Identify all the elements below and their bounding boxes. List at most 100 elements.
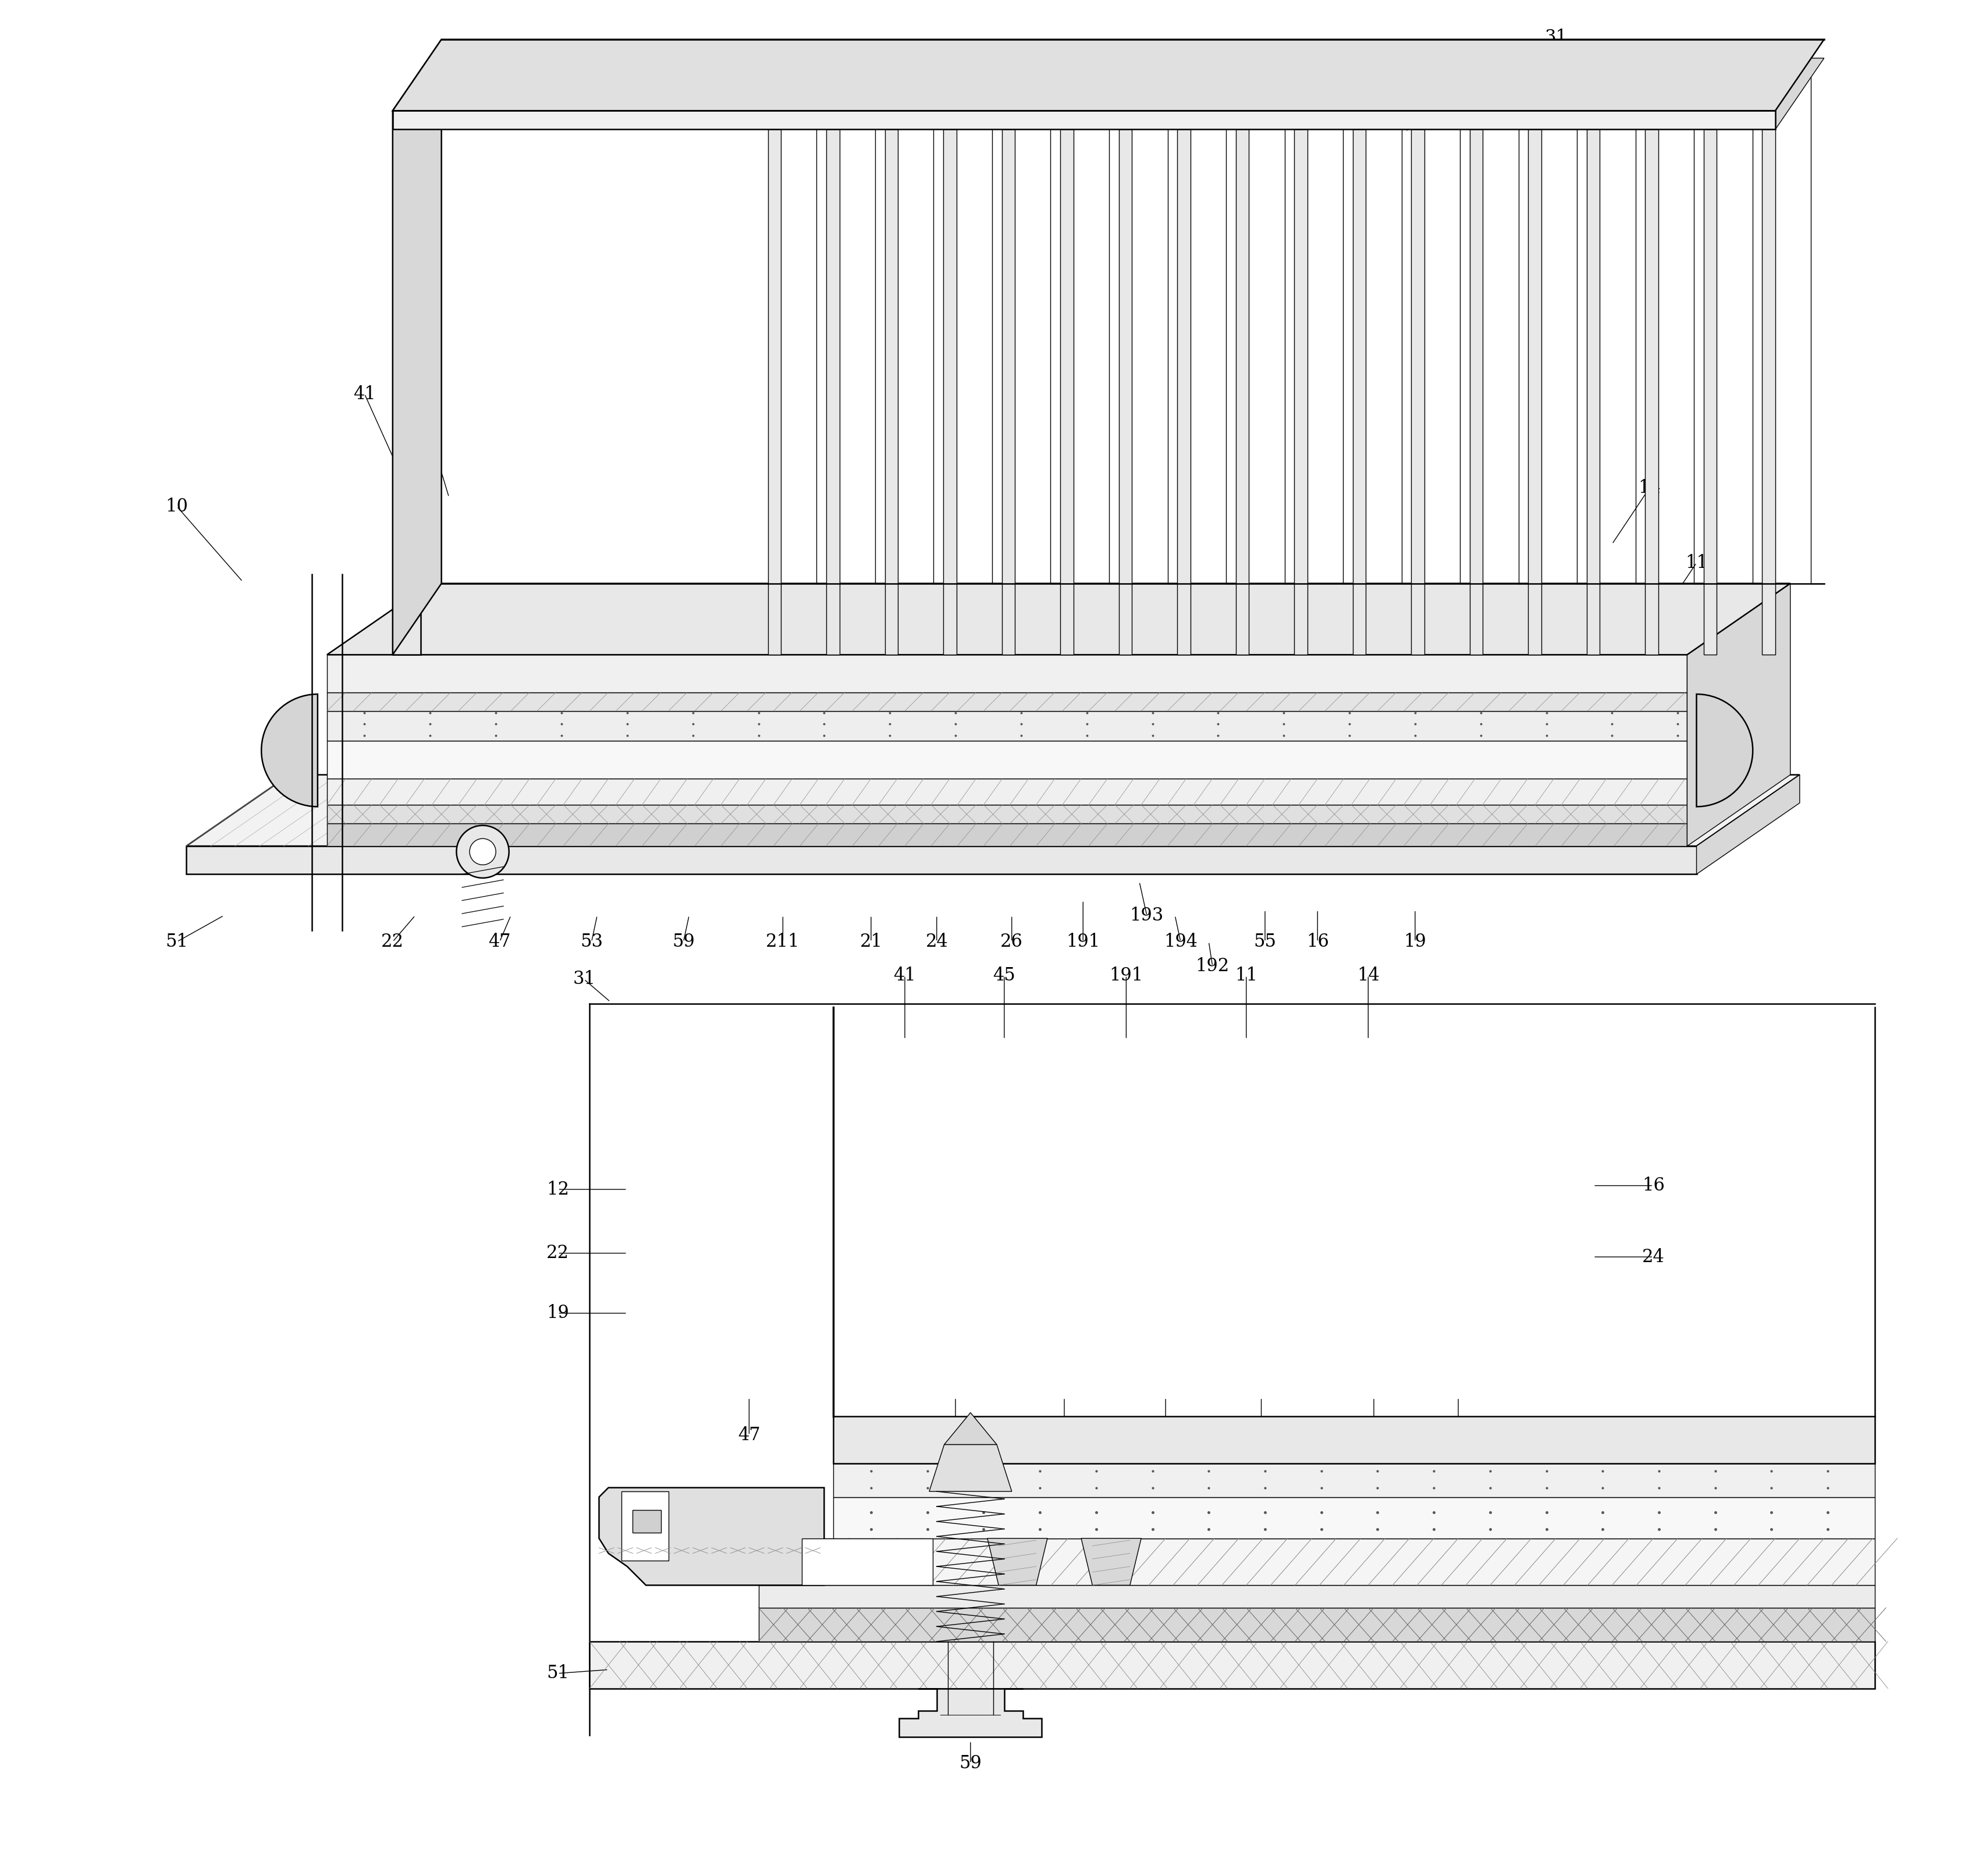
Text: 194: 194	[1047, 1426, 1080, 1445]
Text: 21: 21	[1448, 1426, 1470, 1445]
Circle shape	[457, 825, 508, 878]
Text: 59: 59	[959, 1754, 981, 1773]
Text: 32: 32	[1460, 69, 1484, 88]
Text: 11: 11	[1686, 553, 1708, 572]
Polygon shape	[1527, 129, 1541, 655]
Polygon shape	[1704, 129, 1716, 655]
Polygon shape	[1470, 129, 1484, 655]
Text: 51: 51	[165, 932, 189, 951]
Polygon shape	[600, 1488, 824, 1585]
Polygon shape	[1696, 775, 1799, 874]
Polygon shape	[1762, 58, 1823, 129]
Polygon shape	[929, 1445, 1011, 1491]
Text: 14: 14	[1356, 966, 1380, 985]
Bar	[634, 1510, 661, 1533]
Polygon shape	[769, 58, 830, 129]
Polygon shape	[328, 824, 1688, 846]
Text: 191: 191	[1110, 966, 1144, 985]
Polygon shape	[393, 39, 1823, 111]
Text: 16: 16	[1307, 932, 1329, 951]
Polygon shape	[1178, 58, 1239, 129]
Text: 11: 11	[1235, 966, 1257, 985]
Polygon shape	[187, 775, 1799, 846]
Bar	[590, 1642, 1875, 1688]
Polygon shape	[826, 129, 840, 655]
Text: 12: 12	[1545, 685, 1567, 704]
Bar	[759, 1585, 1875, 1608]
Text: 12: 12	[546, 1180, 570, 1199]
Bar	[759, 1608, 1875, 1642]
Text: 45: 45	[993, 966, 1015, 985]
Text: 45: 45	[419, 426, 441, 445]
Polygon shape	[1587, 58, 1648, 129]
Polygon shape	[1295, 58, 1356, 129]
Text: 194: 194	[1164, 932, 1198, 951]
Polygon shape	[1235, 58, 1297, 129]
Polygon shape	[1001, 129, 1015, 655]
Polygon shape	[1412, 129, 1424, 655]
Polygon shape	[187, 846, 1696, 874]
Polygon shape	[1295, 129, 1307, 655]
Circle shape	[469, 839, 496, 865]
Polygon shape	[1080, 1538, 1142, 1585]
Polygon shape	[943, 129, 957, 655]
Bar	[622, 1491, 669, 1561]
Polygon shape	[262, 694, 318, 807]
Polygon shape	[1696, 694, 1754, 807]
Polygon shape	[943, 1413, 997, 1445]
Polygon shape	[1352, 129, 1366, 655]
Text: 193: 193	[1130, 906, 1164, 925]
Text: 16: 16	[1642, 1176, 1664, 1195]
Polygon shape	[769, 129, 780, 655]
Text: 31: 31	[1545, 28, 1567, 47]
Polygon shape	[987, 1538, 1047, 1585]
Polygon shape	[1061, 129, 1074, 655]
Text: 41: 41	[1648, 760, 1670, 779]
Text: 22: 22	[546, 1244, 570, 1263]
Text: 47: 47	[739, 1426, 761, 1445]
Text: 193: 193	[1148, 1426, 1182, 1445]
Polygon shape	[1061, 58, 1122, 129]
Polygon shape	[1118, 129, 1132, 655]
Text: 31: 31	[572, 970, 596, 989]
Bar	[759, 1538, 1875, 1585]
Polygon shape	[943, 58, 1005, 129]
Text: 41: 41	[354, 385, 375, 403]
Text: 19: 19	[546, 1304, 570, 1323]
Polygon shape	[393, 129, 421, 655]
Polygon shape	[886, 58, 947, 129]
Bar	[834, 1497, 1875, 1538]
Bar	[834, 1463, 1875, 1497]
Polygon shape	[1412, 58, 1474, 129]
Polygon shape	[1527, 58, 1591, 129]
Text: 211: 211	[939, 1426, 973, 1445]
Polygon shape	[1470, 58, 1531, 129]
Text: 21: 21	[860, 932, 882, 951]
Polygon shape	[1235, 129, 1249, 655]
Text: 41: 41	[894, 966, 916, 985]
Polygon shape	[328, 583, 1789, 655]
Text: 19: 19	[1404, 932, 1426, 951]
Text: 14: 14	[1638, 478, 1660, 497]
Text: 53: 53	[580, 932, 604, 951]
Text: 191: 191	[1066, 932, 1100, 951]
Polygon shape	[1762, 129, 1775, 655]
Polygon shape	[1178, 129, 1190, 655]
Polygon shape	[1352, 58, 1414, 129]
Text: ~: ~	[810, 1557, 820, 1566]
Polygon shape	[328, 655, 1688, 692]
Polygon shape	[1688, 583, 1789, 846]
Text: 24: 24	[1642, 1248, 1664, 1266]
Text: 47: 47	[489, 932, 510, 951]
Polygon shape	[1644, 58, 1708, 129]
Text: 59: 59	[671, 932, 695, 951]
Text: 192: 192	[1245, 1426, 1279, 1445]
Text: 22: 22	[381, 932, 403, 951]
Polygon shape	[900, 1688, 1043, 1737]
Text: 26: 26	[1001, 932, 1023, 951]
Bar	[802, 1538, 933, 1585]
Polygon shape	[1587, 129, 1601, 655]
Polygon shape	[826, 58, 888, 129]
Bar	[834, 1416, 1875, 1463]
Polygon shape	[1118, 58, 1182, 129]
